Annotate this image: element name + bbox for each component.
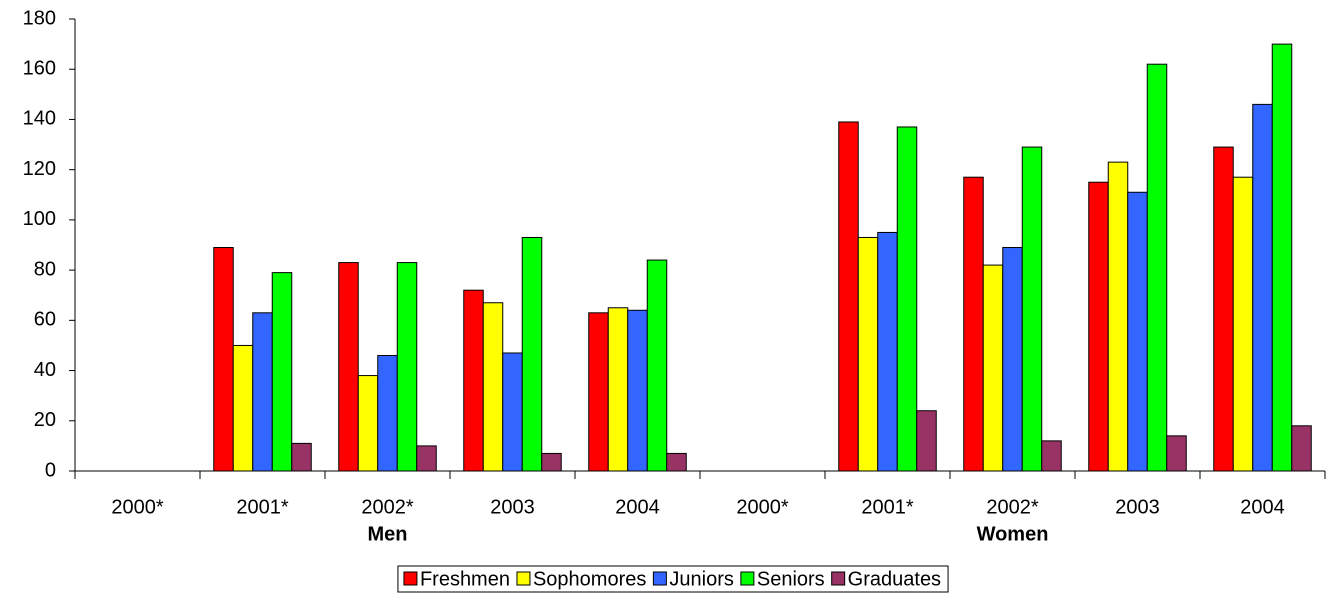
legend-swatch [652,571,667,586]
x-tick-label: 2003 [490,496,535,518]
x-tick-label: 2003 [1115,496,1160,518]
bar [1232,176,1254,472]
x-tick-label: 2004 [1240,496,1285,518]
bar [627,309,648,472]
bar [463,289,484,472]
bar [1002,247,1023,472]
bar [1213,146,1234,472]
bar [1252,103,1273,472]
y-tick-label: 160 [23,58,56,80]
bar [588,312,609,472]
y-tick-label: 140 [23,108,56,130]
bar [541,452,562,472]
group-label: Women [977,523,1049,545]
bar [377,354,398,472]
legend-swatch [403,571,418,586]
y-tick-label: 40 [34,359,56,381]
bar [896,126,918,472]
bar [1041,440,1062,472]
bar [232,344,254,472]
y-tick-label: 0 [45,459,56,481]
bar [1291,425,1312,472]
bar [666,452,687,472]
bar [357,375,379,472]
y-tick-label: 120 [23,158,56,180]
x-tick-label: 2002* [986,496,1038,518]
bar [1271,43,1293,472]
y-tick-label: 60 [34,309,56,331]
bar [646,259,668,472]
bar [607,307,629,472]
bar [877,231,898,472]
bar [521,236,543,472]
bar [1127,191,1148,472]
bar [213,247,234,472]
bar [252,312,273,472]
bar [396,262,418,472]
bar [271,272,293,472]
bar [982,264,1004,472]
bar [963,176,984,472]
legend-label: Seniors [757,568,825,590]
x-tick-label: 2004 [615,496,660,518]
x-tick-label: 2002* [361,496,413,518]
bar [916,410,937,472]
legend-swatch [831,571,846,586]
bar [1146,63,1168,472]
y-tick-label: 100 [23,208,56,230]
bar [1088,181,1109,472]
bar [1166,435,1187,472]
y-tick-label: 180 [23,7,56,29]
legend-label: Freshmen [420,568,510,590]
y-tick-label: 80 [34,258,56,280]
bar [1021,146,1043,472]
legend [397,565,949,593]
bar [1107,161,1129,472]
x-tick-label: 2001* [236,496,288,518]
y-tick-label: 20 [34,409,56,431]
legend-label: Juniors [669,568,733,590]
bar [482,302,504,472]
bar [416,445,437,472]
group-label: Men [368,523,408,545]
bar [291,442,312,472]
x-tick-label: 2001* [861,496,913,518]
bar [502,352,523,472]
legend-swatch [740,571,755,586]
bar [857,236,879,472]
bar [338,262,359,472]
legend-label: Sophomores [533,568,646,590]
legend-swatch [516,571,531,586]
x-tick-label: 2000* [736,496,788,518]
legend-label: Graduates [848,568,941,590]
bar [838,121,859,472]
x-tick-label: 2000* [111,496,163,518]
